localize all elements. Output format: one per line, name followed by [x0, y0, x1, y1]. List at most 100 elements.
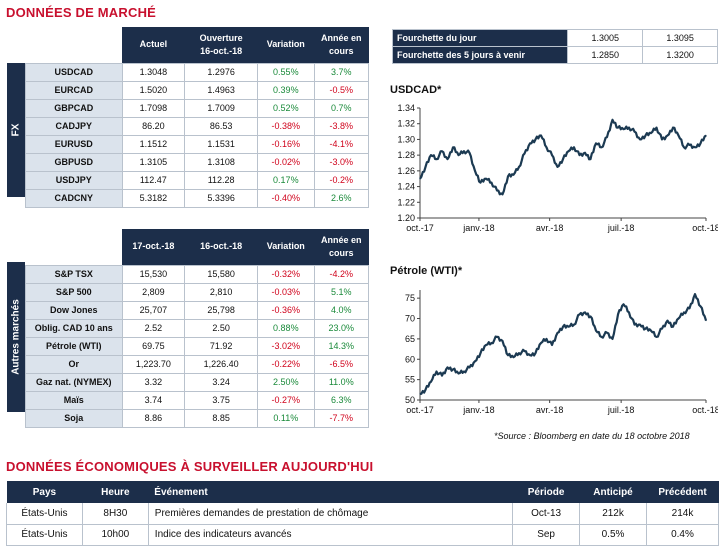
wti-series-line: [419, 293, 708, 395]
other-market-value-2: 1,226.40: [184, 354, 259, 374]
usdcad-point: [705, 134, 707, 137]
wti-point: [507, 354, 509, 356]
usdcad-point: [485, 178, 487, 180]
usdcad-point: [446, 158, 449, 160]
fx-pair-name: GBPCAD: [25, 98, 123, 118]
wti-point: [661, 328, 663, 330]
usdcad-point: [457, 154, 460, 156]
eco-evenement: Indice des indicateurs avancés: [147, 524, 514, 546]
eco-evenement: Premières demandes de prestation de chôm…: [147, 503, 514, 525]
eco-row: États-Unis 8H30 Premières demandes de pres…: [6, 503, 719, 525]
range-5day-low: 1.2850: [567, 46, 644, 64]
eco-table: Pays Heure Événement Période Anticipé Pr…: [6, 481, 719, 546]
fx-variation: 0.52%: [257, 98, 315, 118]
other-market-row: Or 1,223.70 1,226.40 -0.22% -6.5%: [25, 354, 370, 374]
fx-ouverture: 86.53: [184, 116, 259, 136]
other-market-variation: 0.88%: [257, 318, 315, 338]
wti-x-tick-label: oct.-17: [406, 405, 434, 415]
fx-annee: 3.7%: [313, 62, 370, 82]
usdcad-x-tick-label: janv.-18: [462, 223, 494, 233]
usdcad-point: [545, 146, 548, 148]
usdcad-point: [589, 158, 592, 160]
eco-anticipe: 212k: [579, 503, 647, 525]
usdcad-point: [496, 189, 498, 192]
wti-chart: 50 55 60 65 70 75 oct.-17 janv.-18 avr.-18 juil.-…: [405, 290, 718, 415]
usdcad-point: [573, 146, 575, 148]
fx-pair-name: GBPUSD: [25, 152, 123, 172]
usdcad-point: [639, 138, 641, 141]
other-markets-side-label-text: Autres marchés: [10, 299, 22, 375]
eco-heure: 10h00: [81, 524, 149, 546]
fx-ouverture: 1.4963: [184, 80, 259, 100]
wti-point: [435, 370, 438, 373]
usdcad-point: [688, 144, 691, 146]
fx-ouverture: 5.3396: [184, 188, 259, 208]
fx-variation: 0.39%: [257, 80, 315, 100]
other-header-corner: [25, 229, 123, 265]
other-market-annee: 11.0%: [313, 372, 370, 392]
usdcad-point: [419, 178, 421, 180]
fx-variation: -0.38%: [257, 116, 315, 136]
other-market-name: Pétrole (WTI): [25, 336, 123, 356]
usdcad-y-tick-label: 1.30: [397, 134, 415, 144]
wti-point: [485, 344, 487, 346]
wti-point: [452, 368, 454, 371]
wti-point: [556, 332, 559, 334]
fx-actuel: 5.3182: [121, 188, 186, 208]
source-note: *Source : Bloomberg en date du 18 octobr…: [494, 431, 690, 441]
other-market-annee: -4.2%: [313, 264, 370, 284]
usdcad-point: [628, 127, 630, 129]
fx-variation: 0.55%: [257, 62, 315, 82]
eco-periode: Oct-13: [512, 503, 581, 525]
eco-header-precedent: Précédent: [658, 486, 707, 498]
wti-point: [639, 324, 641, 326]
wti-y-tick-label: 75: [405, 293, 415, 303]
usdcad-point: [424, 166, 427, 168]
fx-actuel: 86.20: [121, 116, 186, 136]
usdcad-point: [633, 130, 636, 133]
usdcad-point: [595, 142, 597, 144]
usdcad-point: [622, 128, 625, 130]
usdcad-y-tick-label: 1.34: [397, 103, 415, 113]
other-market-annee: -7.7%: [313, 408, 370, 428]
wti-point: [600, 336, 603, 338]
usdcad-point: [611, 119, 614, 121]
other-market-variation: -0.36%: [257, 300, 315, 320]
other-market-variation: -0.22%: [257, 354, 315, 374]
eco-precedent: 214k: [646, 503, 719, 525]
fx-actuel: 1.7098: [121, 98, 186, 118]
other-market-value-1: 69.75: [121, 336, 186, 356]
usdcad-y-tick-label: 1.24: [397, 182, 415, 192]
other-market-annee: 5.1%: [313, 282, 370, 302]
other-market-variation: 2.50%: [257, 372, 315, 392]
wti-x-tick-label: janv.-18: [462, 405, 494, 415]
fx-side-label: FX: [7, 63, 25, 197]
eco-header-periode: Période: [527, 486, 565, 498]
wti-point: [518, 352, 520, 354]
wti-point: [529, 354, 531, 356]
fx-pair-name: CADJPY: [25, 116, 123, 136]
wti-point: [584, 311, 586, 314]
eco-row: États-Unis 10h00 Indice des indicateurs av…: [6, 524, 719, 546]
other-market-variation: -3.02%: [257, 336, 315, 356]
wti-y-tick-label: 70: [405, 314, 415, 324]
usdcad-x-tick-label: juil.-18: [607, 223, 635, 233]
other-market-variation: -0.27%: [257, 390, 315, 410]
eco-heure: 8H30: [81, 503, 149, 525]
other-market-annee: 6.3%: [313, 390, 370, 410]
other-market-annee: -6.5%: [313, 354, 370, 374]
usdcad-point: [672, 127, 674, 129]
fx-annee: 2.6%: [313, 188, 370, 208]
usdcad-point: [512, 174, 515, 176]
other-market-name: Soja: [25, 408, 123, 428]
usdcad-point: [430, 154, 432, 156]
usdcad-point: [666, 134, 669, 137]
usdcad-point: [694, 146, 696, 148]
usdcad-point: [463, 150, 465, 152]
usdcad-point: [683, 146, 685, 148]
fx-variation: -0.02%: [257, 152, 315, 172]
wti-point: [490, 342, 493, 344]
other-market-annee: 4.0%: [313, 300, 370, 320]
fx-ouverture: 112.28: [184, 170, 259, 190]
wti-point: [562, 326, 564, 328]
